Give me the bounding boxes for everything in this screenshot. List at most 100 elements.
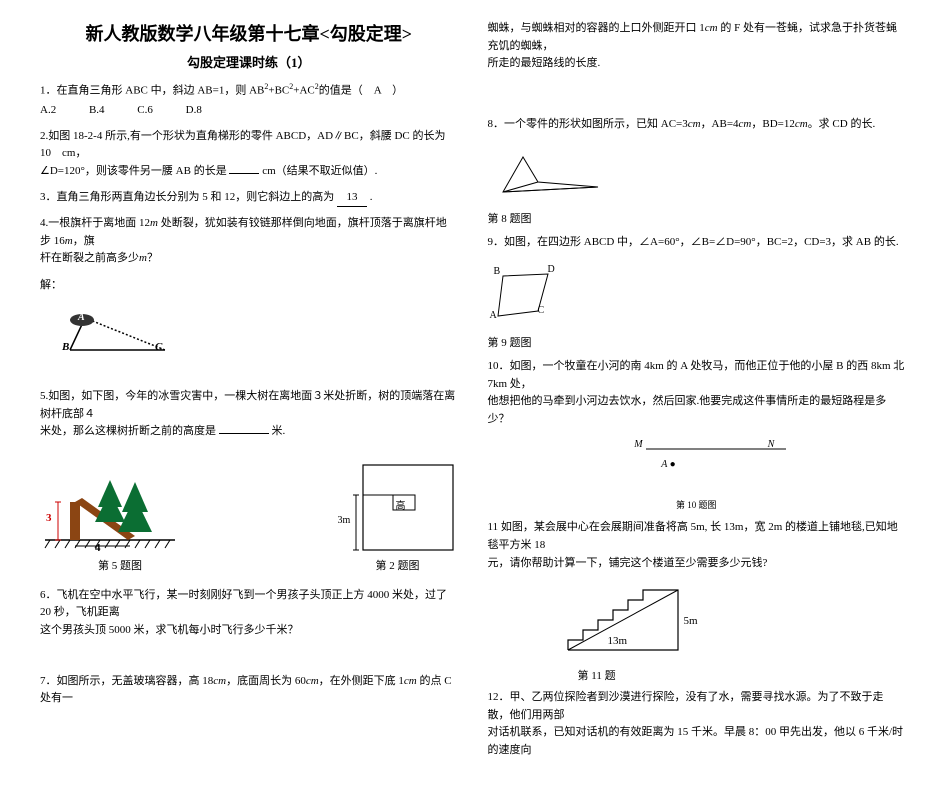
p1-t3: +AC (293, 85, 314, 97)
p4-3: ，旗 (73, 235, 95, 247)
p1-options: A.2 B.4 C.6 D.8 (40, 102, 458, 120)
p6-2: 这个男孩头顶 5000 米，求飞机每小时飞行多少千米？ (40, 624, 299, 636)
problem-6: 6．飞机在空中水平飞行，某一时刻刚好飞到一个男孩子头顶正上方 4000 米处，过… (40, 587, 458, 640)
figure-p2: 3m 高 (338, 460, 458, 555)
p2-blank (229, 173, 259, 174)
problem-7c: 蜘蛛，与蜘蛛相对的容器的上口外侧距开口 1cm 的 F 处有一苍蝇，试求急于扑货… (488, 20, 906, 73)
p1-t4: 的值是（ A ） (319, 85, 403, 97)
figure-p8 (488, 147, 608, 202)
p8-2: ，AB=4 (701, 118, 739, 130)
fig2-other: 高 (396, 497, 406, 512)
p5-3: 米. (272, 425, 286, 437)
p5-blank (219, 433, 269, 434)
quad9-svg (488, 266, 578, 326)
p3-end: . (370, 191, 373, 203)
p12-1: 12．甲、乙两位探险者到沙漠进行探险，没有了水，需要寻找水源。为了不致于走散，他… (488, 691, 884, 721)
fig9-label: 第 9 题图 (488, 334, 906, 350)
p4-m1: m (150, 217, 158, 229)
p8-3: ，BD=12 (751, 118, 794, 130)
p7-cm3: cm (404, 675, 417, 687)
p8-4: 。求 CD 的长. (808, 118, 876, 130)
p4-4: 杆在断裂之前高多少 (40, 252, 139, 264)
fig9-a: A (490, 310, 497, 321)
p7-3: ，在外侧距下底 1 (319, 675, 404, 687)
tri8-svg (488, 147, 608, 202)
stairs-svg (548, 585, 698, 660)
fig10-a: A ● (661, 459, 675, 470)
tree-svg (40, 462, 180, 552)
p4-m3: m (139, 252, 147, 264)
left-column: 新人教版数学八年级第十七章<勾股定理> 勾股定理课时练（1） 1．在直角三角形 … (40, 20, 458, 768)
p7c-cm: cm (705, 22, 718, 34)
problem-7: 7．如图所示，无盖玻璃容器，高 18cm，底面周长为 60cm，在外侧距下底 1… (40, 673, 458, 708)
p5-b-label: 4 (95, 542, 101, 554)
p4-answer: 解： (40, 276, 458, 292)
p8-cm1: cm (688, 118, 701, 130)
fig11-label: 第 11 题 (578, 667, 906, 683)
document-subtitle: 勾股定理课时练（1） (40, 52, 458, 71)
p1-optB: B.4 (89, 102, 105, 120)
figure-p9: A B C D (488, 266, 568, 326)
p2-line1: 2.如图 18-2-4 所示,有一个形状为直角梯形的零件 ABCD，AD∥BC，… (40, 130, 445, 160)
p12-2: 对话机联系，已知对话机的有效距离为 15 千米。早晨 8：00 甲先出发，他以 … (488, 726, 904, 756)
fig8-label: 第 8 题图 (488, 210, 906, 226)
p4-1: 4.一根旗杆于离地面 12 (40, 217, 150, 229)
figure-p4: A B C (60, 310, 160, 350)
p4-label-a: A (78, 312, 85, 323)
p4-5: ？ (147, 252, 158, 264)
p7-1: 7．如图所示，无盖玻璃容器，高 18 (40, 675, 213, 687)
p5-1: 5.如图，如下图，今年的冰雪灾害中，一棵大树在离地面３米处折断，树的顶端落在离树… (40, 390, 455, 420)
document-title: 新人教版数学八年级第十七章<勾股定理> (40, 20, 458, 46)
p8-cm2: cm (739, 118, 752, 130)
problem-4: 4.一根旗杆于离地面 12m 处断裂，犹如装有铰链那样倒向地面，旗杆顶落于离旗杆… (40, 215, 458, 268)
problem-12: 12．甲、乙两位探险者到沙漠进行探险，没有了水，需要寻找水源。为了不致于走散，他… (488, 689, 906, 759)
figure-2-container: 3m 高 第 2 题图 (308, 460, 458, 573)
figure-row-5-2: 3 4 第 5 题图 3m 高 (40, 457, 458, 573)
p1-optD: D.8 (186, 102, 202, 120)
figure-5-container: 3 4 第 5 题图 (40, 457, 180, 573)
p7-cm1: cm (213, 675, 226, 687)
problem-9: 9．如图，在四边形 ABCD 中，∠A=60°，∠B=∠D=90°，BC=2，C… (488, 234, 906, 252)
p6-1: 6．飞机在空中水平飞行，某一时刻刚好飞到一个男孩子头顶正上方 4000 米处，过… (40, 589, 447, 619)
p1-optC: C.6 (137, 102, 153, 120)
document-page: 新人教版数学八年级第十七章<勾股定理> 勾股定理课时练（1） 1．在直角三角形 … (0, 0, 945, 788)
right-column: 蜘蛛，与蜘蛛相对的容器的上口外侧距开口 1cm 的 F 处有一苍蝇，试求急于扑货… (488, 20, 906, 768)
p11-1: 11 如图，某会展中心在会展期间准备将高 5m, 长 13m，宽 2m 的楼道上… (488, 521, 898, 551)
p5-2: 米处，那么这棵树折断之前的高度是 (40, 425, 216, 437)
p7c-1: 蜘蛛，与蜘蛛相对的容器的上口外侧距开口 1 (488, 22, 705, 34)
p10-1: 10．如图，一个牧童在小河的南 4km 的 A 处牧马，而他正位于他的小屋 B … (488, 360, 905, 390)
p3-ans: 13 (337, 189, 367, 208)
p1-optA: A.2 (40, 102, 56, 120)
problem-11: 11 如图，某会展中心在会展期间准备将高 5m, 长 13m，宽 2m 的楼道上… (488, 519, 906, 572)
p4-label-c: C (155, 341, 162, 353)
fig2-label: 第 2 题图 (338, 557, 458, 573)
fig10-n: N (768, 439, 775, 450)
problem-3: 3．直角三角形两直角边长分别为 5 和 12，则它斜边上的高为 13 . (40, 189, 458, 208)
figure-p5: 3 4 (40, 462, 180, 552)
p11-2: 元，请你帮助计算一下，铺完这个楼道至少需要多少元钱? (488, 557, 768, 569)
p8-1: 8．一个零件的形状如图所示，已知 AC=3 (488, 118, 688, 130)
problem-5: 5.如图，如下图，今年的冰雪灾害中，一棵大树在离地面３米处折断，树的顶端落在离树… (40, 388, 458, 441)
fig5-label: 第 5 题图 (60, 557, 180, 573)
p1-text: 1．在直角三角形 ABC 中，斜边 AB=1，则 AB (40, 85, 264, 97)
p4-m2: m (65, 235, 73, 247)
fig11-13m: 13m (608, 635, 628, 647)
problem-1: 1．在直角三角形 ABC 中，斜边 AB=1，则 AB2+BC2+AC2的值是（… (40, 81, 458, 120)
p1-t2: +BC (268, 85, 289, 97)
p7-cm2: cm (306, 675, 319, 687)
problem-8: 8．一个零件的形状如图所示，已知 AC=3cm，AB=4cm，BD=12cm。求… (488, 116, 906, 134)
fig2-3m: 3m (338, 515, 351, 526)
fig11-5m: 5m (683, 615, 697, 627)
fig10-m: M (634, 439, 642, 450)
problem-2: 2.如图 18-2-4 所示,有一个形状为直角梯形的零件 ABCD，AD∥BC，… (40, 128, 458, 181)
p10-2: 他想把他的马牵到小河边去饮水，然后回家.他要完成这件事情所走的最短路程是多少？ (488, 395, 887, 425)
fig9-c: C (538, 305, 545, 316)
fig10-label: 第 10 题图 (488, 498, 906, 511)
p2-line2: ∠D=120°，则该零件另一腰 AB 的长是 (40, 165, 227, 177)
p5-h-label: 3 (46, 512, 52, 524)
p9-1: 9．如图，在四边形 ABCD 中，∠A=60°，∠B=∠D=90°，BC=2，C… (488, 236, 899, 248)
p2-line3: cm（结果不取近似值）. (262, 165, 377, 177)
p4-label-b: B (62, 341, 69, 353)
problem-10: 10．如图，一个牧童在小河的南 4km 的 A 处牧马，而他正位于他的小屋 B … (488, 358, 906, 428)
fig2-label-text: 第 2 题图 (376, 560, 420, 572)
